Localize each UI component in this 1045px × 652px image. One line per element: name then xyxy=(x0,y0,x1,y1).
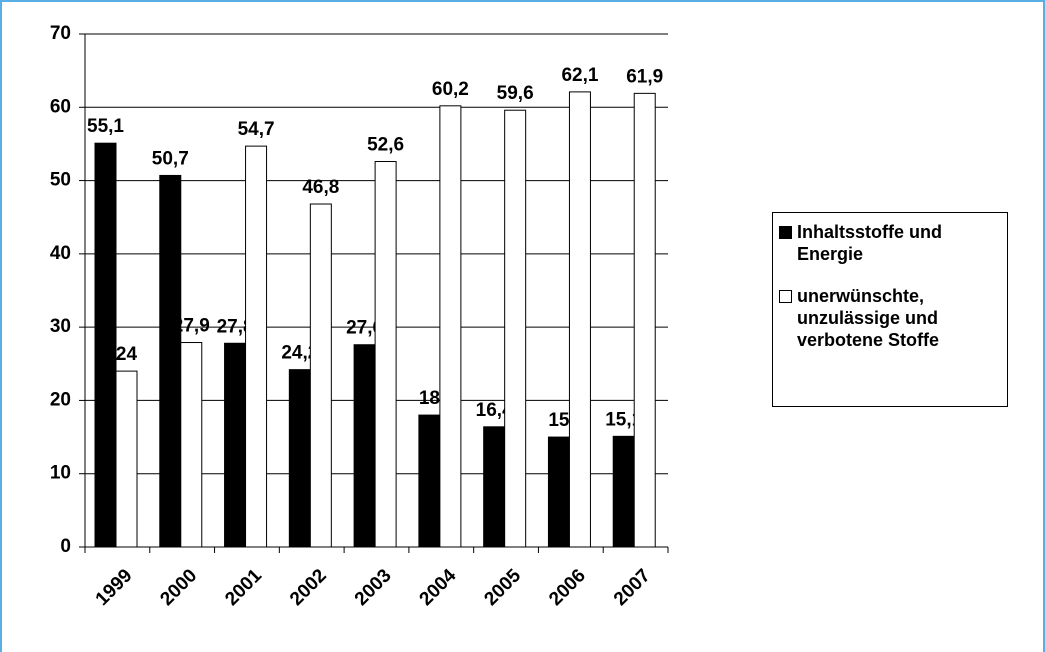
value-label: 50,7 xyxy=(152,148,189,169)
bar xyxy=(547,436,570,548)
y-tick-label: 70 xyxy=(50,23,71,44)
legend-label: unerwünschte, unzulässige und verbotene … xyxy=(797,286,940,350)
x-tick-label: 2000 xyxy=(157,565,202,610)
bar xyxy=(159,174,182,548)
value-label: 59,6 xyxy=(497,83,534,104)
value-label: 16,4 xyxy=(476,400,513,421)
value-label: 55,1 xyxy=(87,116,124,137)
value-label: 60,2 xyxy=(432,79,469,100)
y-tick-label: 50 xyxy=(50,170,71,191)
y-tick-label: 60 xyxy=(50,96,71,117)
legend-label: Inhaltsstoffe und Energie xyxy=(797,222,942,264)
value-label: 24,2 xyxy=(281,343,318,364)
value-label: 52,6 xyxy=(367,135,404,156)
bar xyxy=(483,426,506,548)
legend-entry: unerwünschte, unzulässige und verbotene … xyxy=(779,285,1001,351)
bar xyxy=(504,109,527,548)
x-tick-label: 2002 xyxy=(286,565,331,610)
bar xyxy=(245,145,268,548)
bar xyxy=(374,161,397,548)
legend-entry: Inhaltsstoffe und Energie xyxy=(779,221,1001,265)
y-tick-label: 40 xyxy=(50,243,71,264)
value-label: 15,1 xyxy=(605,409,642,430)
bar xyxy=(224,342,247,548)
bar xyxy=(418,414,441,548)
bar xyxy=(439,105,462,548)
bar xyxy=(180,342,203,548)
x-tick-label: 2003 xyxy=(351,565,396,610)
value-label: 54,7 xyxy=(238,119,275,140)
x-tick-label: 2004 xyxy=(416,565,461,610)
value-label: 62,1 xyxy=(561,65,598,86)
x-tick-label: 2006 xyxy=(545,565,590,610)
value-label: 24 xyxy=(116,344,138,365)
bar xyxy=(633,92,656,548)
value-label: 15 xyxy=(548,410,570,431)
value-label: 61,9 xyxy=(626,66,663,87)
legend-swatch xyxy=(779,226,792,239)
y-tick-label: 10 xyxy=(50,463,71,484)
bar xyxy=(94,142,117,548)
bar xyxy=(288,369,311,548)
legend-swatch xyxy=(779,290,792,303)
x-tick-label: 2001 xyxy=(221,565,266,610)
value-label: 18 xyxy=(419,388,440,409)
x-tick-label: 1999 xyxy=(92,565,137,610)
bar xyxy=(353,344,376,548)
bar xyxy=(115,370,138,548)
value-label: 46,8 xyxy=(302,177,339,198)
legend: Inhaltsstoffe und Energie unerwünschte, u… xyxy=(772,212,1008,407)
bar xyxy=(309,203,332,548)
y-tick-label: 20 xyxy=(50,389,71,410)
y-tick-label: 0 xyxy=(60,536,71,557)
value-label: 27,6 xyxy=(346,318,383,339)
bar xyxy=(568,91,591,548)
y-tick-label: 30 xyxy=(50,316,71,337)
x-tick-label: 2005 xyxy=(480,565,525,610)
bar xyxy=(612,435,635,548)
value-label: 27,8 xyxy=(217,316,254,337)
x-tick-label: 2007 xyxy=(610,565,655,610)
value-label: 27,9 xyxy=(173,316,210,337)
